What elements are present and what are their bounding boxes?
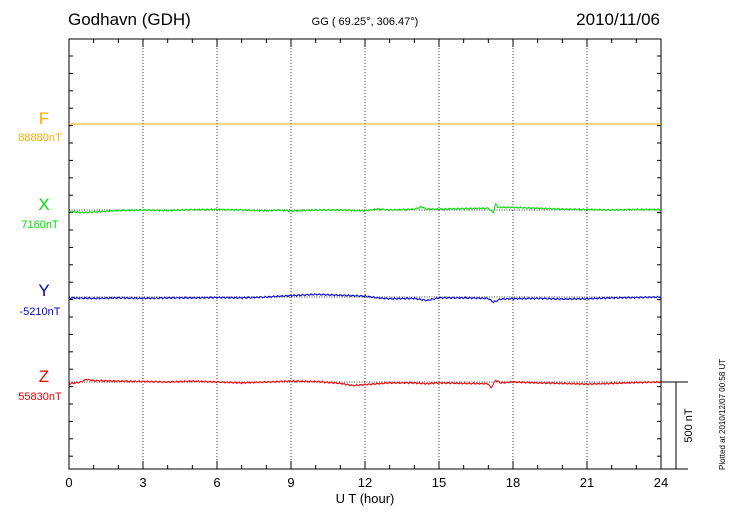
x-tick-label: 24 bbox=[654, 475, 668, 490]
series-label-y: Y bbox=[38, 281, 49, 300]
series-label-f: F bbox=[39, 109, 49, 128]
x-tick-label: 15 bbox=[432, 475, 446, 490]
scale-bar-label: 500 nT bbox=[683, 408, 695, 443]
plot-date: 2010/11/06 bbox=[576, 10, 660, 29]
x-tick-label: 21 bbox=[580, 475, 594, 490]
plotted-timestamp: Plotted at 2010/12/07 00:58 UT bbox=[718, 358, 727, 470]
series-line-y bbox=[68, 293, 662, 304]
series-baseline-y: -5210nT bbox=[20, 306, 61, 318]
series-baseline-z: 55830nT bbox=[18, 391, 62, 403]
series-label-x: X bbox=[38, 195, 49, 214]
x-tick-label: 3 bbox=[139, 475, 146, 490]
x-tick-label: 9 bbox=[287, 475, 294, 490]
series-baseline-f: 88880nT bbox=[18, 132, 62, 144]
x-tick-label: 0 bbox=[65, 475, 72, 490]
plot-frame bbox=[68, 38, 662, 470]
series-baseline-x: 7160nT bbox=[21, 219, 59, 231]
station-coordinates: GG ( 69.25°, 306.47°) bbox=[311, 16, 419, 28]
x-tick-label: 18 bbox=[506, 475, 520, 490]
series-label-z: Z bbox=[39, 367, 49, 386]
x-axis-label: U T (hour) bbox=[336, 491, 395, 506]
x-tick-label: 6 bbox=[213, 475, 220, 490]
series-line-x bbox=[68, 202, 662, 214]
station-title: Godhavn (GDH) bbox=[68, 10, 191, 29]
x-tick-label: 12 bbox=[358, 475, 372, 490]
series-line-z bbox=[68, 378, 662, 389]
